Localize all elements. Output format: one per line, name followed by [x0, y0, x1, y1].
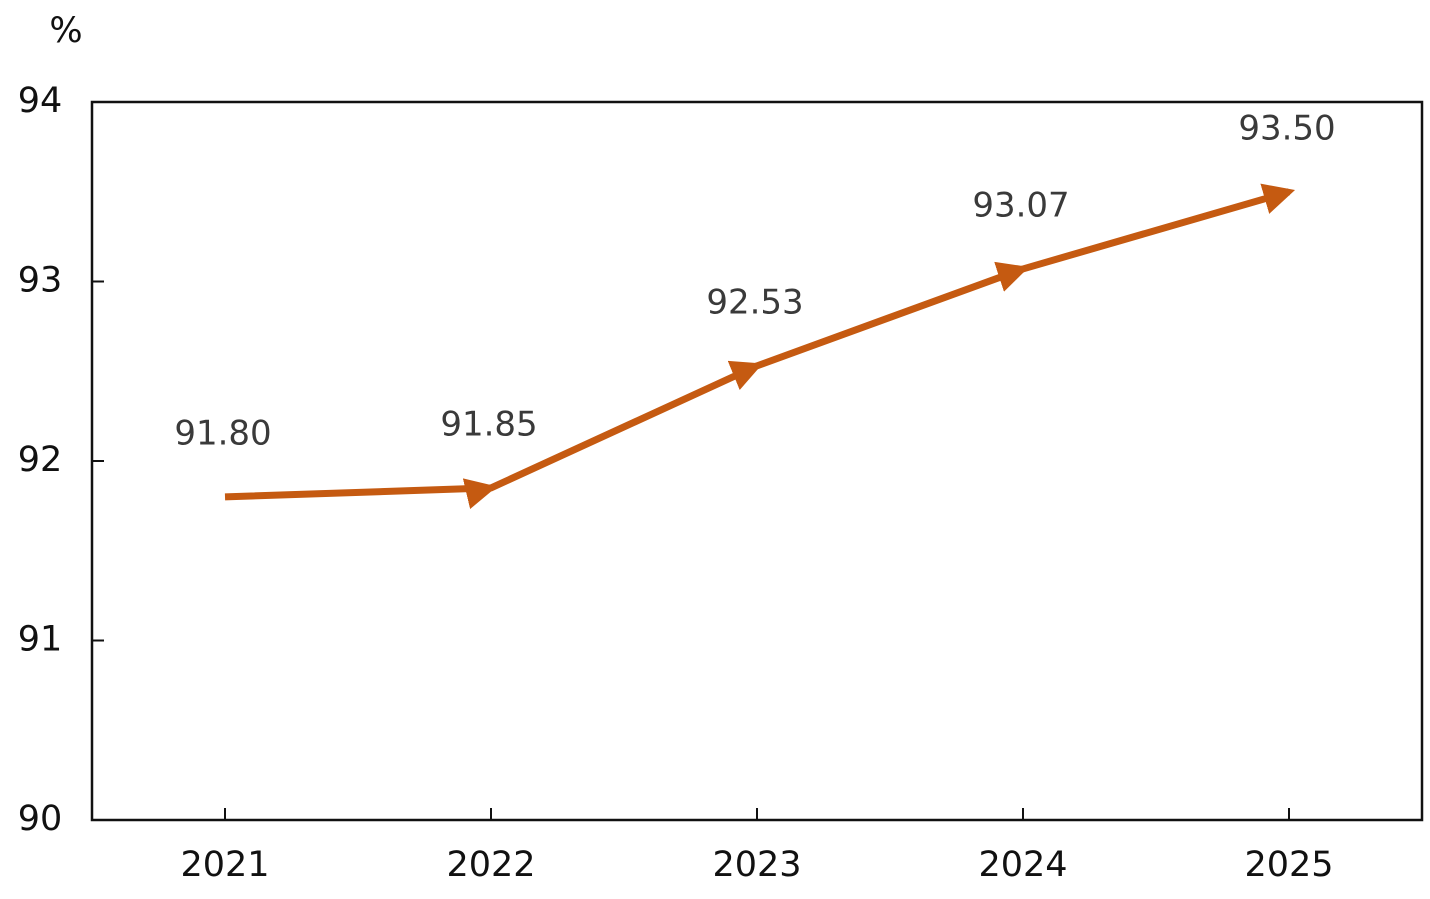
y-tick-label: 94: [18, 81, 63, 121]
x-tick-label: 2023: [712, 845, 801, 885]
y-tick-label: 90: [18, 799, 63, 839]
x-tick-label: 2025: [1244, 845, 1333, 885]
data-label: 91.85: [440, 404, 537, 444]
data-label: 93.50: [1238, 108, 1335, 148]
data-label: 92.53: [706, 282, 803, 322]
x-tick-label: 2022: [446, 845, 535, 885]
y-tick-label: 93: [18, 261, 63, 301]
y-axis-unit: %: [49, 11, 82, 51]
data-label: 93.07: [972, 185, 1069, 225]
x-tick-label: 2021: [180, 845, 269, 885]
y-tick-label: 92: [18, 440, 63, 480]
x-tick-label: 2024: [978, 845, 1067, 885]
data-line: [224, 183, 1296, 510]
y-tick-label: 91: [18, 620, 63, 660]
data-label: 91.80: [174, 413, 271, 453]
